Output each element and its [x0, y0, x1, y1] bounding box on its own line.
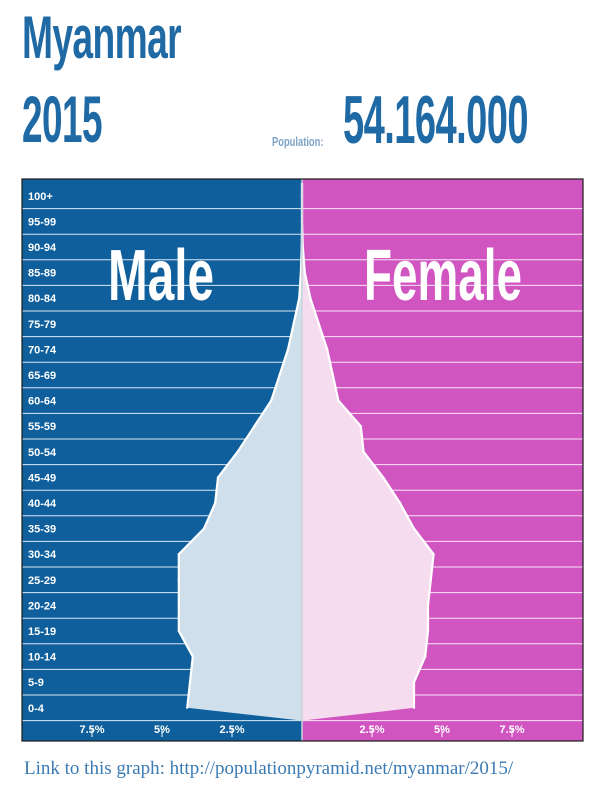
male-point-20-24	[177, 604, 180, 607]
female-point-75-79	[317, 322, 320, 325]
x-tick-label: 5%	[154, 724, 170, 736]
age-label-0-4: 0-4	[28, 703, 45, 715]
female-point-35-39	[412, 527, 416, 530]
male-point-5-9	[188, 681, 192, 684]
male-distribution-area	[178, 183, 302, 721]
age-label-65-69: 65-69	[28, 370, 56, 382]
age-label-20-24: 20-24	[28, 600, 57, 612]
female-point-45-49	[382, 476, 385, 479]
x-tick-label: 7.5%	[79, 724, 104, 736]
female-point-0-4	[412, 706, 416, 709]
female-point-60-64	[337, 399, 340, 402]
female-point-20-24	[426, 604, 430, 607]
male-point-45-49	[216, 476, 220, 479]
female-point-55-59	[359, 425, 362, 428]
female-point-25-29	[429, 578, 432, 581]
male-point-75-79	[292, 322, 295, 325]
age-label-30-34: 30-34	[28, 549, 57, 561]
female-point-10-14	[424, 655, 427, 658]
population-value: 54.164.000	[343, 82, 529, 158]
age-label-60-64: 60-64	[28, 396, 57, 408]
female-point-15-19	[426, 629, 430, 633]
female-panel-label: Female	[364, 236, 522, 316]
male-point-15-19	[177, 629, 180, 633]
x-tick-label: 2.5%	[359, 724, 384, 736]
female-point-70-74	[326, 348, 329, 351]
male-point-25-29	[177, 578, 180, 581]
male-point-40-44	[214, 501, 217, 505]
female-outline	[300, 183, 435, 708]
age-label-95-99: 95-99	[28, 216, 56, 228]
male-panel-label: Male	[108, 236, 214, 316]
female-point-30-34	[432, 553, 435, 556]
age-label-5-9: 5-9	[28, 677, 44, 689]
year-title: 2015	[22, 82, 103, 156]
female-distribution-area	[302, 183, 434, 721]
age-label-100+: 100+	[28, 191, 53, 203]
female-point-40-44	[398, 501, 402, 505]
country-title: Myanmar	[22, 4, 182, 71]
male-point-0-4	[186, 706, 189, 709]
age-label-90-94: 90-94	[28, 242, 57, 254]
age-label-40-44: 40-44	[28, 498, 57, 510]
chart-frame	[21, 178, 584, 742]
female-point-80-84	[309, 297, 312, 300]
male-point-65-69	[278, 373, 281, 377]
male-point-60-64	[270, 399, 273, 402]
age-label-15-19: 15-19	[28, 626, 56, 638]
age-label-80-84: 80-84	[28, 293, 57, 305]
male-point-50-54	[236, 450, 239, 453]
x-tick-label: 7.5%	[499, 724, 524, 736]
age-label-25-29: 25-29	[28, 575, 56, 587]
age-label-85-89: 85-89	[28, 268, 56, 280]
male-point-10-14	[191, 655, 194, 658]
age-label-75-79: 75-79	[28, 319, 56, 331]
population-label: Population:	[272, 134, 324, 149]
graph-link[interactable]: Link to this graph: http://populationpyr…	[24, 758, 514, 779]
x-tick-label: 2.5%	[219, 724, 244, 736]
female-point-65-69	[331, 373, 334, 377]
x-tick-label: 5%	[434, 724, 450, 736]
age-label-10-14: 10-14	[28, 652, 57, 664]
male-point-55-59	[253, 425, 256, 428]
age-label-55-59: 55-59	[28, 421, 56, 433]
age-label-70-74: 70-74	[28, 344, 57, 356]
age-label-35-39: 35-39	[28, 524, 56, 536]
female-point-5-9	[412, 681, 416, 684]
male-point-70-74	[286, 348, 290, 351]
male-point-80-84	[298, 297, 301, 300]
age-label-50-54: 50-54	[28, 447, 57, 459]
female-point-50-54	[362, 450, 365, 453]
age-label-45-49: 45-49	[28, 472, 56, 484]
male-point-30-34	[177, 553, 180, 556]
female-point-85-89	[303, 271, 306, 274]
male-point-35-39	[202, 527, 206, 530]
